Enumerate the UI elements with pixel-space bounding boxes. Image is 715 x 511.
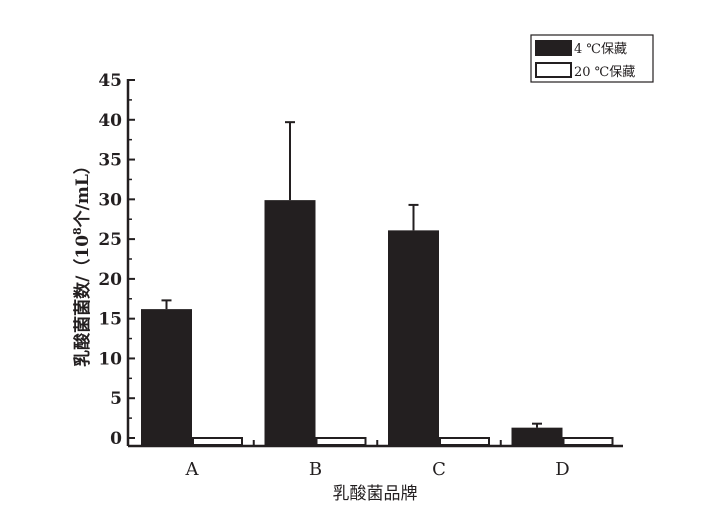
bar-4c [511,427,563,446]
x-tick-label: B [309,459,322,480]
y-tick-label: 25 [98,230,122,250]
y-tick-label: 0 [110,429,122,449]
bar-20c [192,437,243,446]
y-tick-label: 5 [110,389,122,409]
y-tick-label: 35 [98,151,122,171]
y-tick-label: 40 [98,111,122,131]
legend-label-20c: 20 ℃保藏 [574,65,635,80]
bar-20c [315,437,367,446]
bar-4c [388,230,439,446]
x-tick-label: C [432,459,446,480]
y-tick-label: 30 [98,190,122,210]
x-axis-label: 乳酸菌品牌 [333,484,418,504]
x-tick-label: D [555,459,569,480]
x-tick-label: A [185,459,200,480]
bar-20c [562,437,614,446]
y-tick-label: 20 [98,270,122,290]
bar-4c [264,200,316,446]
legend-label-4c: 4 ℃保藏 [574,42,627,57]
legend: 4 ℃保藏 20 ℃保藏 [530,34,654,83]
legend-swatch-4c [535,40,572,56]
bar-4c [141,309,192,446]
y-axis-label: 乳酸菌菌数/（108个/mL） [71,157,93,367]
legend-swatch-20c [535,62,572,78]
bar-20c [439,437,490,446]
y-tick-label: 15 [98,310,122,330]
y-tick-label: 10 [98,349,122,369]
y-tick-label: 45 [98,71,122,91]
